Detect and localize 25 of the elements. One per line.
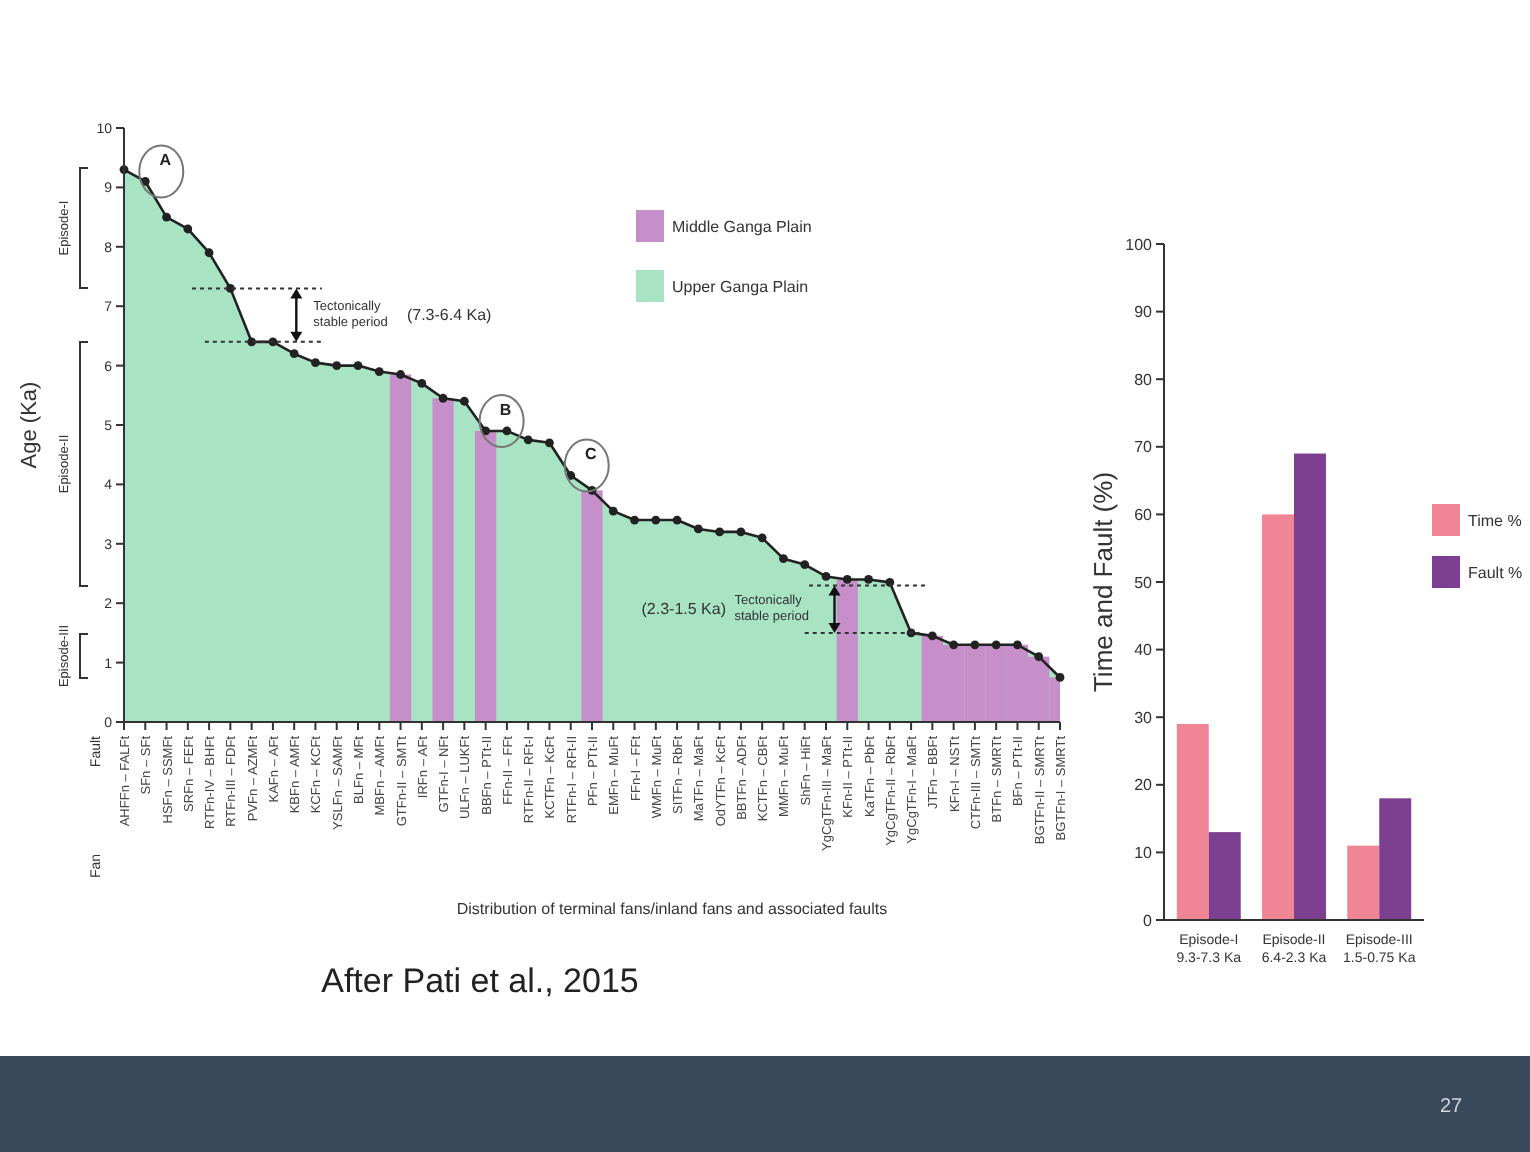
y-tick-label: 90 — [1134, 303, 1154, 322]
annotation: (7.3-6.4 Ka) — [406, 306, 493, 324]
x-axis-title: Distribution of terminal fans/inland fans and associated faults — [456, 900, 888, 918]
y-tick-label: 70 — [1134, 438, 1154, 457]
legend-label: Middle Ganga Plain — [672, 218, 812, 236]
text: 27 — [1440, 1096, 1464, 1118]
annotation: A — [159, 151, 172, 170]
legend-label: Time % — [1468, 512, 1522, 530]
annotation: (2.3-1.5 Ka) — [641, 600, 727, 618]
annotation: B — [499, 400, 512, 419]
legend-label: Fault % — [1468, 564, 1523, 582]
y-tick-label: 40 — [1134, 641, 1154, 660]
y-axis-title: Time and Fault (%) — [1088, 471, 1118, 693]
y-tick-label: 50 — [1134, 573, 1154, 592]
legend-label: Upper Ganga Plain — [672, 278, 809, 296]
y-tick-label: 30 — [1134, 708, 1154, 727]
y-axis-title: Age (Ka) — [18, 381, 42, 469]
y-tick-label: 60 — [1134, 506, 1154, 524]
annotation: C — [584, 445, 597, 464]
y-tick-label: 10 — [1134, 844, 1154, 862]
text: After Pati et al., 2015 — [321, 962, 639, 1000]
y-tick-label: 20 — [1134, 776, 1154, 795]
y-tick-label: 100 — [1125, 235, 1154, 254]
y-tick-label: 80 — [1134, 370, 1154, 389]
y-tick-label: 0 — [1143, 911, 1154, 930]
